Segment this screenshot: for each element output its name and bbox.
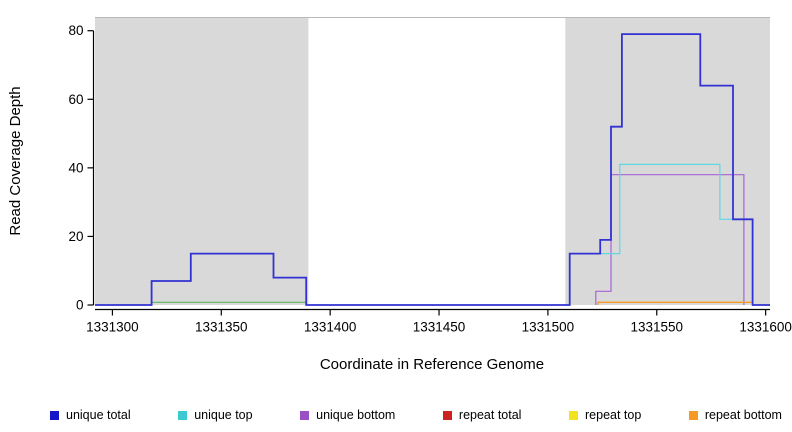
x-tick-label: 1331350 bbox=[195, 320, 248, 335]
legend-item-repeat-bottom: repeat bottom bbox=[688, 408, 782, 422]
legend-label: unique total bbox=[66, 408, 131, 422]
legend-item-repeat-top: repeat top bbox=[569, 408, 641, 422]
x-tick-label: 1331500 bbox=[522, 320, 575, 335]
legend-item-repeat-total: repeat total bbox=[442, 408, 522, 422]
x-tick-label: 1331400 bbox=[304, 320, 357, 335]
x-tick-label: 1331550 bbox=[630, 320, 683, 335]
y-tick-label: 80 bbox=[68, 23, 83, 38]
y-axis-label: Read Coverage Depth bbox=[7, 86, 24, 235]
x-tick-label: 1331450 bbox=[413, 320, 466, 335]
legend-swatch-unique-top bbox=[178, 410, 188, 420]
shaded-region bbox=[565, 17, 770, 305]
plot-svg: 0 20 40 60 80 1331300 1331350 1331400 1331450 133… bbox=[7, 17, 792, 373]
axes-layer: 0 20 40 60 80 1331300 1331350 1331400 1331450 133… bbox=[68, 23, 791, 334]
shaded-regions-layer bbox=[95, 17, 770, 305]
series-layer bbox=[95, 33, 770, 306]
legend-item-unique-bottom: unique bottom bbox=[300, 408, 395, 422]
legend-swatch-repeat-total bbox=[442, 410, 452, 420]
series-line-unique-total bbox=[95, 33, 770, 306]
legend-item-unique-total: unique total bbox=[50, 408, 131, 422]
y-tick-label: 60 bbox=[68, 92, 83, 107]
x-axis-label: Coordinate in Reference Genome bbox=[320, 356, 544, 373]
legend-label: repeat bottom bbox=[704, 408, 782, 422]
legend-label: unique bottom bbox=[316, 408, 396, 422]
legend-swatch-unique-total bbox=[50, 410, 59, 420]
y-tick-label: 20 bbox=[68, 229, 83, 244]
legend-swatch-repeat-top bbox=[569, 410, 578, 420]
y-tick-label: 0 bbox=[76, 298, 84, 313]
shaded-region bbox=[95, 17, 309, 305]
legend-label: repeat total bbox=[458, 408, 522, 422]
legend-swatch-unique-bottom bbox=[300, 410, 310, 420]
legend-item-unique-top: unique top bbox=[178, 408, 253, 422]
legend: unique total unique top unique bottom repea… bbox=[50, 408, 782, 422]
x-tick-label: 1331300 bbox=[86, 320, 139, 335]
legend-label: repeat top bbox=[585, 408, 642, 422]
legend-swatch-repeat-bottom bbox=[688, 410, 698, 420]
legend-label: unique top bbox=[194, 408, 253, 422]
y-tick-label: 40 bbox=[68, 160, 83, 175]
x-tick-label: 1331600 bbox=[739, 320, 792, 335]
